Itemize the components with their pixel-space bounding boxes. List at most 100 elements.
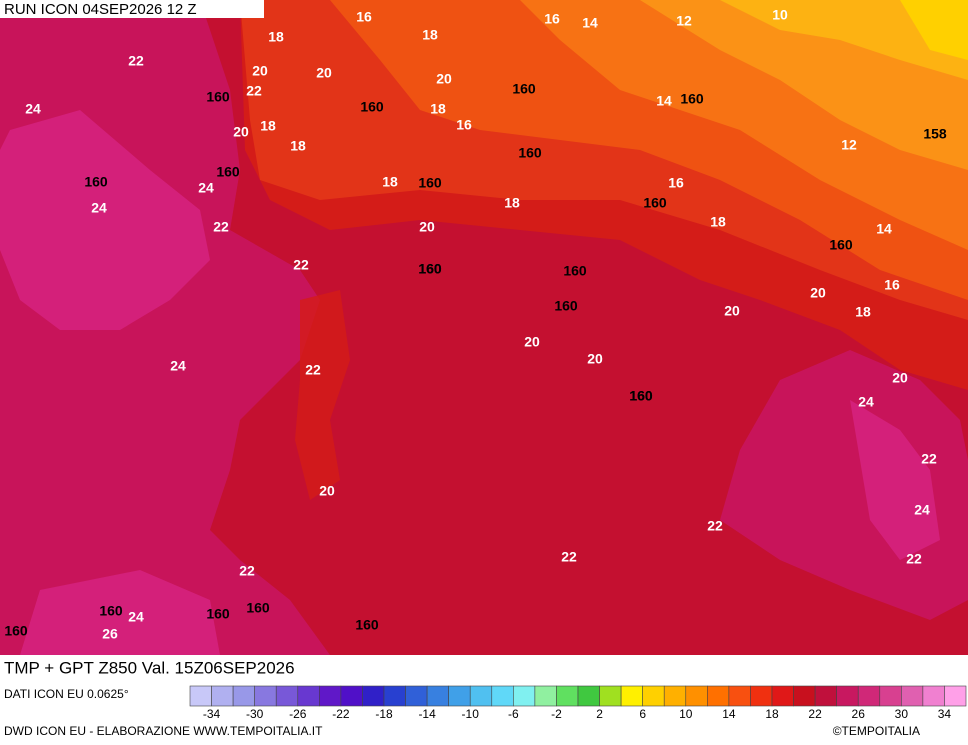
colorbar-swatch (254, 685, 277, 707)
colorbar-swatch (232, 685, 255, 707)
colorbar-swatch (491, 685, 514, 707)
temperature-label: 14 (582, 15, 598, 31)
colorbar-tick-label: 18 (765, 707, 779, 721)
temperature-label: 18 (290, 138, 306, 154)
geopotential-label: 160 (418, 175, 442, 191)
temperature-label: 14 (656, 93, 672, 109)
map-background (0, 0, 968, 655)
geopotential-label: 160 (829, 237, 853, 253)
geopotential-label: 160 (360, 99, 384, 115)
temperature-label: 18 (260, 118, 276, 134)
colorbar-swatch (189, 685, 212, 707)
geopotential-label: 158 (923, 126, 947, 142)
colorbar-swatch (750, 685, 773, 707)
colorbar-tick-label: -18 (375, 707, 393, 721)
temperature-label: 18 (382, 174, 398, 190)
run-box (0, 0, 264, 18)
geopotential-label: 160 (518, 145, 542, 161)
colorbar-swatch (620, 685, 643, 707)
colorbar-tick-label: 34 (938, 707, 952, 721)
temperature-label: 20 (252, 63, 268, 79)
temperature-label: 16 (356, 9, 372, 25)
colorbar-tick-label: 30 (895, 707, 909, 721)
colorbar-swatch (793, 685, 816, 707)
temperature-label: 18 (504, 195, 520, 211)
geopotential-label: 160 (418, 261, 442, 277)
colorbar-swatch (362, 685, 385, 707)
temperature-label: 20 (524, 334, 540, 350)
geopotential-label: 160 (216, 164, 240, 180)
colorbar-tick-label: -10 (462, 707, 480, 721)
colorbar-swatch (599, 685, 622, 707)
colorbar-tick-label: 6 (639, 707, 646, 721)
temperature-label: 12 (676, 13, 692, 29)
colorbar-tick-label: -22 (332, 707, 350, 721)
temperature-label: 10 (772, 7, 788, 23)
temperature-label: 18 (422, 27, 438, 43)
temperature-label: 18 (855, 304, 871, 320)
colorbar-tick-label: -6 (508, 707, 519, 721)
temperature-label: 22 (707, 518, 723, 534)
geopotential-label: 160 (99, 603, 123, 619)
temperature-label: 22 (239, 563, 255, 579)
geopotential-label: 160 (629, 388, 653, 404)
colorbar-swatch (944, 685, 967, 707)
colorbar: -34 -30 -26 -22 -18 -14 -10 -6 -2 2 6 10 14 18 22 26 30 3… (189, 685, 967, 721)
temperature-label: 24 (914, 502, 930, 518)
colorbar-swatch (513, 685, 536, 707)
geopotential-label: 160 (84, 174, 108, 190)
colorbar-swatch (728, 685, 751, 707)
colorbar-swatch (685, 685, 708, 707)
temperature-label: 20 (319, 483, 335, 499)
geopotential-label: 160 (643, 195, 667, 211)
product-label: TMP + GPT Z850 Val. 15Z06SEP2026 (4, 658, 295, 677)
colorbar-swatch (297, 685, 320, 707)
colorbar-swatch (707, 685, 730, 707)
temperature-label: 22 (128, 53, 144, 69)
colorbar-swatch (275, 685, 299, 707)
temperature-label: 20 (436, 71, 452, 87)
geopotential-label: 160 (355, 617, 379, 633)
temperature-label: 12 (841, 137, 857, 153)
temperature-label: 26 (102, 626, 118, 642)
credit-label: DWD ICON EU - ELABORAZIONE WWW.TEMPOITAL… (4, 724, 323, 738)
colorbar-swatch (340, 685, 363, 707)
temperature-label: 22 (293, 257, 309, 273)
colorbar-swatch (879, 685, 902, 707)
colorbar-swatch (922, 685, 945, 707)
temperature-label: 20 (233, 124, 249, 140)
geopotential-label: 160 (4, 623, 28, 639)
temperature-label: 20 (316, 65, 332, 81)
colorbar-swatch (642, 685, 665, 707)
colorbar-tick-label: -30 (246, 707, 264, 721)
temperature-label: 20 (587, 351, 603, 367)
geopotential-label: 160 (554, 298, 578, 314)
colorbar-swatch (426, 685, 449, 707)
geopotential-label: 160 (206, 606, 230, 622)
geopotential-label: 160 (246, 600, 270, 616)
run-label: RUN ICON 04SEP2026 12 Z (4, 1, 197, 18)
colorbar-swatch (319, 685, 342, 707)
temperature-label: 22 (561, 549, 577, 565)
colorbar-swatch (901, 685, 924, 707)
colorbar-tick-label: -14 (418, 707, 436, 721)
colorbar-swatch (771, 685, 794, 707)
colorbar-swatch (836, 685, 859, 707)
colorbar-swatch (383, 685, 406, 707)
geopotential-label: 160 (418, 261, 442, 277)
colorbar-swatch (663, 685, 687, 707)
temperature-label: 24 (858, 394, 874, 410)
colorbar-swatch (469, 685, 493, 707)
temperature-label: 16 (456, 117, 472, 133)
temperature-label: 16 (884, 277, 900, 293)
temperature-label: 18 (430, 101, 446, 117)
temperature-label: 24 (170, 358, 186, 374)
temperature-label: 20 (419, 219, 435, 235)
temperature-label: 22 (213, 219, 229, 235)
temperature-label: 24 (91, 200, 107, 216)
temperature-label: 24 (128, 609, 144, 625)
colorbar-tick-label: 22 (808, 707, 822, 721)
temperature-label: 14 (876, 221, 892, 237)
